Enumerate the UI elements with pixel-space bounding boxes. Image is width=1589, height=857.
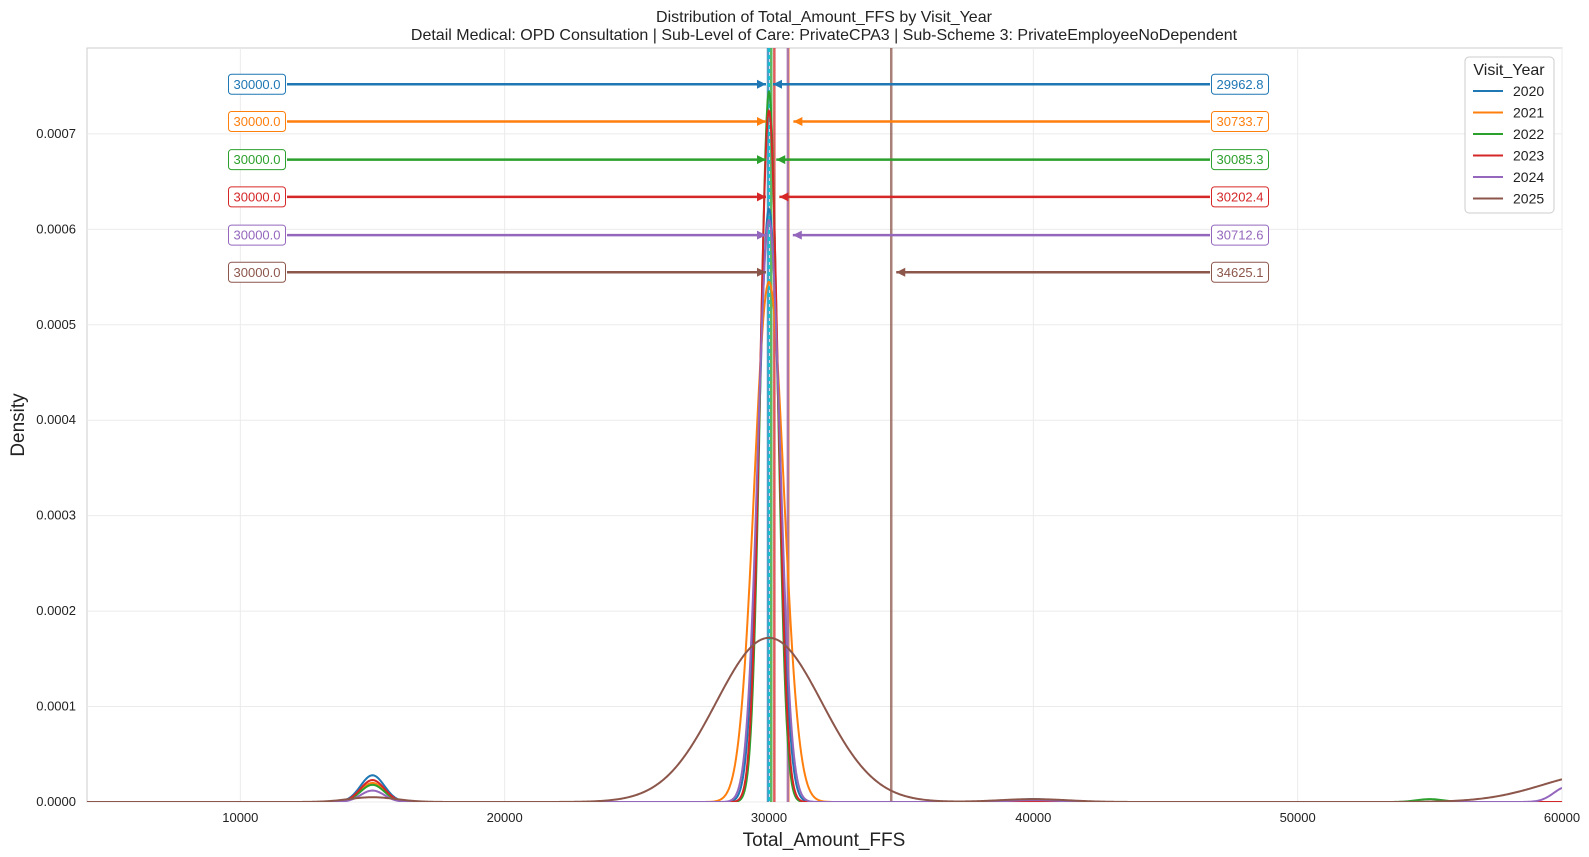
mean-annotation-2022-box	[1211, 149, 1269, 171]
mean-arrow-2025-head	[896, 267, 906, 277]
legend-title: Visit_Year	[1473, 62, 1545, 79]
median-annotation-2025-label: 30000.0	[234, 265, 281, 280]
legend-label-2024: 2024	[1513, 169, 1544, 185]
median-annotation-2020-box	[228, 73, 286, 95]
legend-label-2021: 2021	[1513, 105, 1544, 121]
y-tick-label: 0.0003	[36, 508, 76, 523]
legend-frame	[1464, 56, 1555, 214]
y-tick-label: 0.0007	[36, 126, 76, 141]
mean-annotation-2020-box	[1211, 73, 1269, 95]
y-axis-label: Density	[8, 393, 29, 457]
median-annotation-2020-label: 30000.0	[234, 77, 281, 92]
legend-label-2025: 2025	[1513, 191, 1544, 207]
mean-annotation-2020-label: 29962.8	[1217, 77, 1264, 92]
mean-arrow-2022-head	[776, 155, 786, 165]
median-annotation-2025-box	[228, 261, 286, 283]
y-tick-label: 0.0000	[36, 794, 76, 809]
density-curves	[87, 90, 1562, 802]
median-arrow-2023-head	[756, 192, 766, 202]
median-arrow-2024-head	[756, 230, 766, 240]
legend: Visit_Year 2020 2021 2022 2023 2024 2025	[1464, 56, 1555, 214]
median-arrow-2025-head	[756, 267, 766, 277]
median-arrow-2022-head	[756, 155, 766, 165]
mean-annotation-2025-label: 34625.1	[1217, 265, 1264, 280]
mean-annotation-2023-box	[1211, 186, 1269, 208]
x-tick-label: 10000	[222, 810, 258, 825]
mean-annotation-2021-box	[1211, 110, 1269, 132]
mean-annotation-2024-box	[1211, 224, 1269, 246]
y-tick-label: 0.0002	[36, 603, 76, 618]
x-tick-label: 20000	[487, 810, 523, 825]
annotations: 30000.0 29962.8 30000.0 30733.7 30000.0 30085…	[228, 73, 1269, 283]
median-annotation-2022-label: 30000.0	[234, 152, 281, 167]
median-arrow-2020-head	[756, 79, 766, 89]
mean-annotation-2025-box	[1211, 261, 1269, 283]
density-curve-2024	[87, 219, 1562, 802]
legend-label-2020: 2020	[1513, 83, 1544, 99]
legend-label-2023: 2023	[1513, 148, 1544, 164]
x-tick-label: 40000	[1015, 810, 1051, 825]
density-curve-2025	[87, 636, 1562, 802]
mean-annotation-2023-label: 30202.4	[1217, 189, 1264, 204]
x-tick-label: 50000	[1280, 810, 1316, 825]
y-tick-label: 0.0006	[36, 221, 76, 236]
median-annotation-2021-box	[228, 110, 286, 132]
x-axis-label: Total_Amount_FFS	[743, 830, 906, 851]
y-tick-label: 0.0001	[36, 699, 76, 714]
mean-annotation-2021-label: 30733.7	[1217, 114, 1264, 129]
mean-annotation-2022-label: 30085.3	[1217, 152, 1264, 167]
y-tick-label: 0.0004	[36, 412, 76, 427]
median-annotation-2022-box	[228, 149, 286, 171]
axis-ticks: 10000 20000 30000 40000 50000 60000 0.0000 0.00…	[36, 126, 1580, 825]
mean-arrow-2020-head	[773, 79, 783, 89]
x-tick-label: 60000	[1544, 810, 1580, 825]
chart-subtitle: Detail Medical: OPD Consultation | Sub-L…	[411, 27, 1238, 44]
x-tick-label: 30000	[751, 810, 787, 825]
mean-arrow-2021-head	[793, 116, 803, 126]
median-arrow-2021-head	[756, 116, 766, 126]
mean-arrow-2024-head	[792, 230, 802, 240]
chart-title: Distribution of Total_Amount_FFS by Visi…	[656, 9, 993, 26]
legend-label-2022: 2022	[1513, 126, 1544, 142]
median-annotation-2024-label: 30000.0	[234, 228, 281, 243]
median-annotation-2023-box	[228, 186, 286, 208]
y-tick-label: 0.0005	[36, 317, 76, 332]
median-annotation-2024-box	[228, 224, 286, 246]
mean-arrow-2023-head	[779, 192, 789, 202]
median-annotation-2021-label: 30000.0	[234, 114, 281, 129]
median-annotation-2023-label: 30000.0	[234, 189, 281, 204]
plot-area	[86, 47, 1563, 803]
mean-annotation-2024-label: 30712.6	[1217, 228, 1264, 243]
